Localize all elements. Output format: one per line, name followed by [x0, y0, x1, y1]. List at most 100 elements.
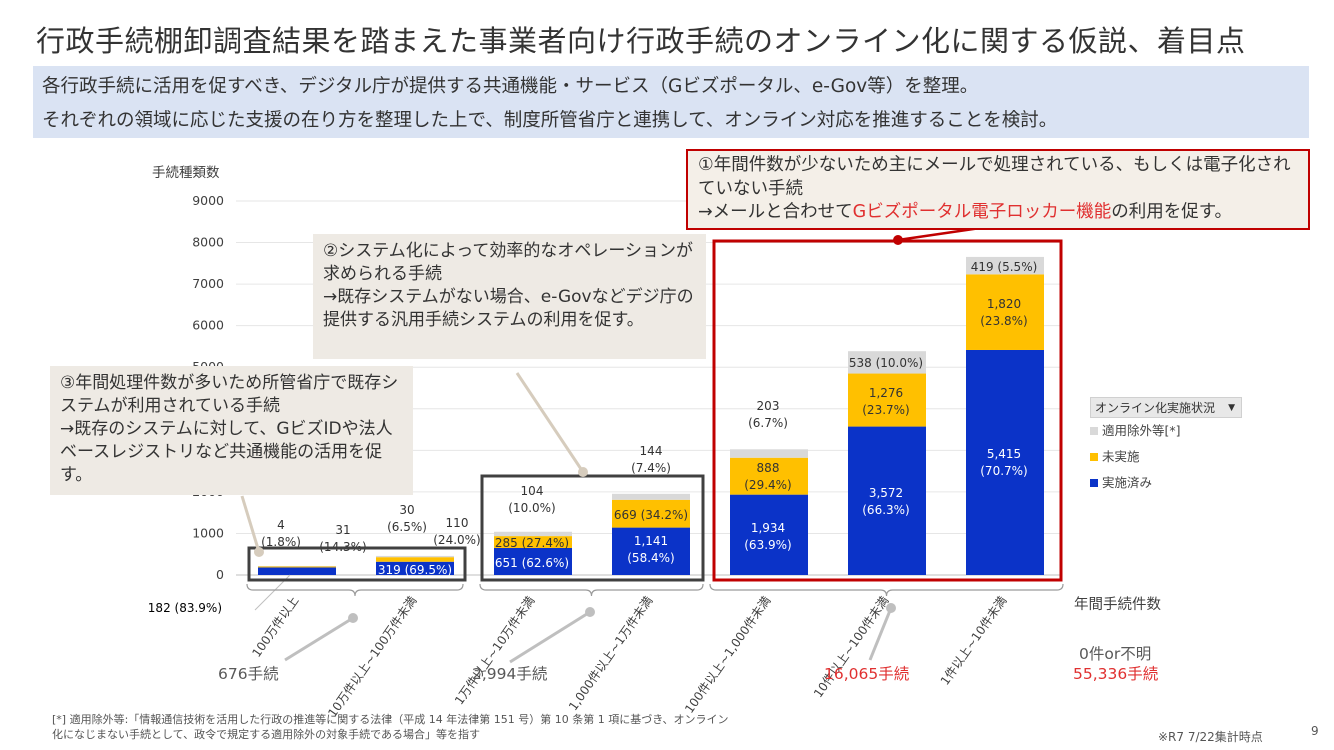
- bar-segment: [730, 449, 808, 458]
- chevron-down-icon: ▼: [1228, 403, 1235, 413]
- x-tick-label: 10件以上~100件未満: [811, 594, 891, 701]
- summary-banner: 各行政手続に活用を促すべき、デジタル庁が提供する共通機能・サービス（Gビズポータ…: [33, 66, 1309, 138]
- bar-segment: [966, 256, 1044, 275]
- pointer-dot: [886, 603, 896, 613]
- legend-swatch: [1090, 452, 1098, 461]
- group-total-4: 0件or不明: [1079, 645, 1152, 663]
- x-tick-label: 1,000件以上~1万件未満: [566, 594, 656, 713]
- group-total-3: 16,065手続: [824, 665, 910, 683]
- y-tick-label: 6000: [192, 318, 224, 333]
- x-tick-label: 10万件以上~100万件未満: [325, 594, 419, 720]
- group-brace: [479, 583, 704, 597]
- total-pointer: [284, 616, 354, 662]
- banner-line-2: それぞれの領域に応じた支援の在り方を整理した上で、制度所管省庁と連携して、オンラ…: [42, 110, 1058, 131]
- group-box-existing: [247, 546, 467, 582]
- callout-connector: [515, 372, 585, 473]
- connector-dot: [254, 547, 264, 557]
- legend-filter-dropdown[interactable]: オンライン化実施状況 ▼: [1090, 397, 1242, 418]
- bar-segment: [848, 426, 926, 575]
- group-total-5: 55,336手続: [1073, 665, 1159, 683]
- x-tick-label: 100万件以上: [249, 594, 301, 660]
- total-pointer: [509, 610, 591, 664]
- bar-segment: [848, 373, 926, 427]
- bar-segment: [376, 555, 454, 558]
- legend-label: 適用除外等[*]: [1102, 423, 1181, 438]
- bar-segment: [612, 493, 690, 500]
- data-label: 144 (7.4%): [631, 444, 671, 475]
- data-label: 3,572 (66.3%): [862, 486, 909, 517]
- legend-item: 未実施: [1090, 444, 1240, 470]
- legend-label: 未実施: [1102, 449, 1140, 464]
- data-label: 669 (34.2%): [614, 508, 688, 522]
- data-label: 4 (1.8%): [261, 518, 301, 549]
- data-label: 319 (69.5%): [378, 563, 452, 577]
- data-label: 285 (27.4%): [495, 536, 569, 550]
- data-label: 419 (5.5%): [971, 260, 1038, 274]
- bar-segment: [612, 527, 690, 575]
- y-tick-label: 0: [216, 567, 224, 582]
- bar-segment: [494, 547, 572, 575]
- legend-label: 実施済み: [1102, 475, 1153, 490]
- bar-segment: [376, 561, 454, 575]
- y-tick-label: 7000: [192, 276, 224, 291]
- bar-segment: [612, 499, 690, 528]
- x-tick-label: 1万件以上~10万件未満: [452, 594, 537, 708]
- callout-system: ②システム化によって効率的なオペレーションが求められる手続 →既存システムがない…: [313, 234, 706, 359]
- callout-existing-system: ③年間処理件数が多いため所管省庁で既存システムが利用されている手続 →既存のシス…: [50, 366, 413, 495]
- data-label: 5,415 (70.7%): [980, 447, 1027, 478]
- pointer-dot: [585, 607, 595, 617]
- data-label: 104 (10.0%): [508, 484, 555, 515]
- pointer-dot: [348, 613, 358, 623]
- bar-segment: [730, 457, 808, 495]
- legend-item: 適用除外等[*]: [1090, 418, 1240, 444]
- data-label: 888 (29.4%): [744, 461, 791, 492]
- data-label: 203 (6.7%): [748, 399, 788, 430]
- callout-1-tail: の利用を促す。: [1111, 202, 1232, 222]
- y-tick-label: 1000: [192, 525, 224, 540]
- group-brace: [709, 583, 1064, 597]
- bar-segment: [376, 557, 454, 562]
- x-tick-label: 100件以上~1,000件未満: [682, 594, 773, 716]
- callout-1-text: ①年間件数が少ないため主にメールで処理されている、もしくは電子化されていない手続: [698, 155, 1291, 199]
- data-label: 182 (83.9%): [148, 601, 222, 615]
- bar-segment: [494, 531, 572, 537]
- bar-segment: [258, 565, 336, 567]
- bar-segment: [258, 566, 336, 568]
- footnote: [*] 適用除外等:「情報通信技術を活用した行政の推進等に関する法律（平成 14…: [52, 713, 729, 741]
- chart-legend: オンライン化実施状況 ▼ 適用除外等[*] 未実施実施済み: [1090, 397, 1242, 496]
- data-label: 1,934 (63.9%): [744, 521, 791, 552]
- legend-swatch: [1090, 478, 1098, 487]
- data-label: 1,141 (58.4%): [627, 534, 674, 565]
- data-label: 651 (62.6%): [495, 556, 569, 570]
- legend-swatch: [1090, 426, 1098, 435]
- bar-segment: [494, 536, 572, 548]
- group-total-2: 2,994手続: [472, 665, 548, 683]
- bar-segment: [848, 351, 926, 374]
- data-label: 110 (24.0%): [433, 516, 480, 547]
- bar-segment: [966, 349, 1044, 575]
- callout-1-arrow-text: →メールと合わせて: [698, 202, 853, 222]
- group-box-system: [480, 474, 705, 582]
- data-label: 538 (10.0%): [849, 356, 923, 370]
- data-label: 1,276 (23.7%): [862, 386, 909, 417]
- bar-segment: [966, 274, 1044, 350]
- total-pointer: [868, 607, 893, 661]
- callout-connector: [240, 495, 261, 553]
- bar-segment: [730, 494, 808, 575]
- y-axis-title: 手続種類数: [152, 165, 220, 181]
- page-title: 行政手続棚卸調査結果を踏まえた事業者向け行政手続のオンライン化に関する仮説、着目…: [36, 24, 1246, 58]
- x-tick-label: 1件以上~10件未満: [938, 594, 1010, 688]
- y-tick-label: 9000: [192, 193, 224, 208]
- data-label: 1,820 (23.8%): [980, 297, 1027, 328]
- group-total-1: 676手続: [218, 665, 279, 683]
- x-axis-title: 年間手続件数: [1074, 596, 1161, 613]
- legend-header-label: オンライン化実施状況: [1095, 401, 1216, 415]
- callout-1-highlight: Gビズポータル電子ロッカー機能: [852, 202, 1112, 222]
- page-number: 9: [1311, 724, 1319, 738]
- group-brace: [246, 583, 464, 597]
- group-box-locker: [712, 239, 1063, 582]
- bar-segment: [258, 567, 336, 575]
- data-label: 30 (6.5%): [387, 503, 427, 534]
- connector-dot: [578, 467, 588, 477]
- legend-item: 実施済み: [1090, 470, 1240, 496]
